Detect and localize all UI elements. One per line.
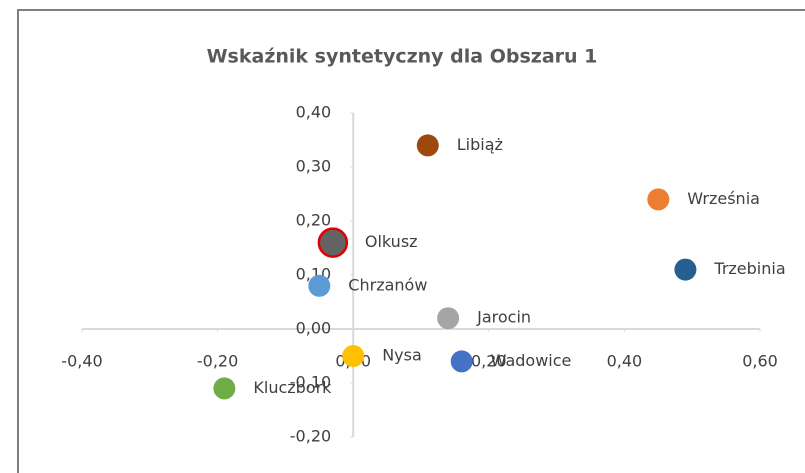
point bbox=[213, 377, 236, 400]
y-tick-label: 0,00 bbox=[296, 319, 332, 338]
point-label: Września bbox=[687, 189, 760, 208]
chart-title: Wskaźnik syntetyczny dla Obszaru 1 bbox=[207, 46, 598, 68]
x-tick-label: 0,40 bbox=[607, 352, 643, 371]
chart-frame bbox=[17, 9, 805, 473]
point bbox=[317, 227, 349, 258]
point bbox=[437, 307, 460, 330]
y-tick-label: -0,20 bbox=[290, 427, 331, 446]
point-label: Olkusz bbox=[365, 232, 418, 251]
point-label: Libiąż bbox=[457, 135, 503, 154]
y-tick-label: -0,10 bbox=[290, 373, 331, 392]
point bbox=[342, 345, 365, 367]
point-label: Chrzanów bbox=[348, 275, 427, 294]
point-label: Trzebinia bbox=[713, 259, 785, 278]
x-tick-label: -0,20 bbox=[197, 352, 238, 371]
point bbox=[308, 274, 331, 297]
point-label: Nysa bbox=[382, 346, 422, 365]
y-tick-label: 0,40 bbox=[296, 103, 332, 122]
point bbox=[450, 350, 473, 373]
y-tick-label: 0,30 bbox=[296, 157, 332, 176]
x-tick-label: -0,40 bbox=[61, 352, 102, 371]
y-tick-label: 0,20 bbox=[296, 211, 332, 230]
point-label: Wadowice bbox=[491, 351, 572, 370]
point-label: Jarocin bbox=[476, 308, 531, 327]
x-tick-label: 0,60 bbox=[742, 352, 778, 371]
point-label: Kluczbork bbox=[253, 378, 332, 397]
x-tick-label: 0,20 bbox=[471, 352, 507, 371]
point bbox=[674, 258, 697, 281]
point bbox=[647, 188, 670, 211]
point bbox=[416, 134, 439, 157]
